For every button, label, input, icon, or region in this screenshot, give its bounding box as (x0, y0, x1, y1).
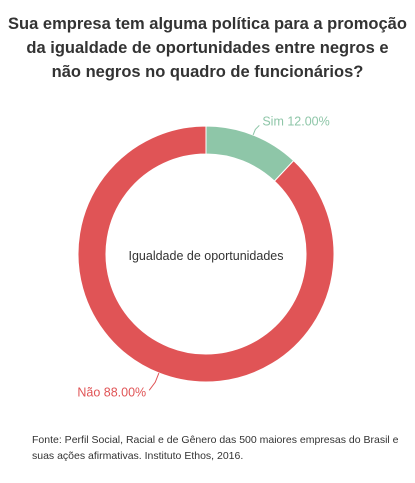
leader-line (252, 125, 260, 136)
slice-label: Não 88.00% (77, 385, 146, 399)
slice-nao[interactable] (77, 125, 335, 383)
slice-label: Sim 12.00% (262, 114, 329, 128)
source-note: Fonte: Perfil Social, Racial e de Gênero… (32, 432, 402, 464)
label-leader-lines (148, 125, 260, 391)
source-line-1: Fonte: Perfil Social, Racial e de Gênero… (32, 434, 399, 446)
slice-labels: Sim 12.00% Não 88.00% (77, 114, 329, 399)
chart-title-line-1: Sua empresa tem alguma política para a p… (8, 15, 407, 33)
donut-chart: Sim 12.00% Não 88.00% Igualdade de oportu… (77, 114, 335, 399)
chart-title: Sua empresa tem alguma política para a p… (0, 12, 415, 84)
leader-line (148, 372, 160, 391)
source-line-2: suas ações afirmativas. Instituto Ethos,… (32, 450, 244, 462)
donut-center-label: Igualdade de oportunidades (129, 249, 284, 263)
chart-title-line-2: da igualdade de oportunidades entre negr… (26, 39, 389, 57)
donut-slices (77, 125, 335, 383)
slice-sim[interactable] (205, 125, 295, 182)
chart-title-line-3: não negros no quadro de funcionários? (51, 63, 364, 81)
